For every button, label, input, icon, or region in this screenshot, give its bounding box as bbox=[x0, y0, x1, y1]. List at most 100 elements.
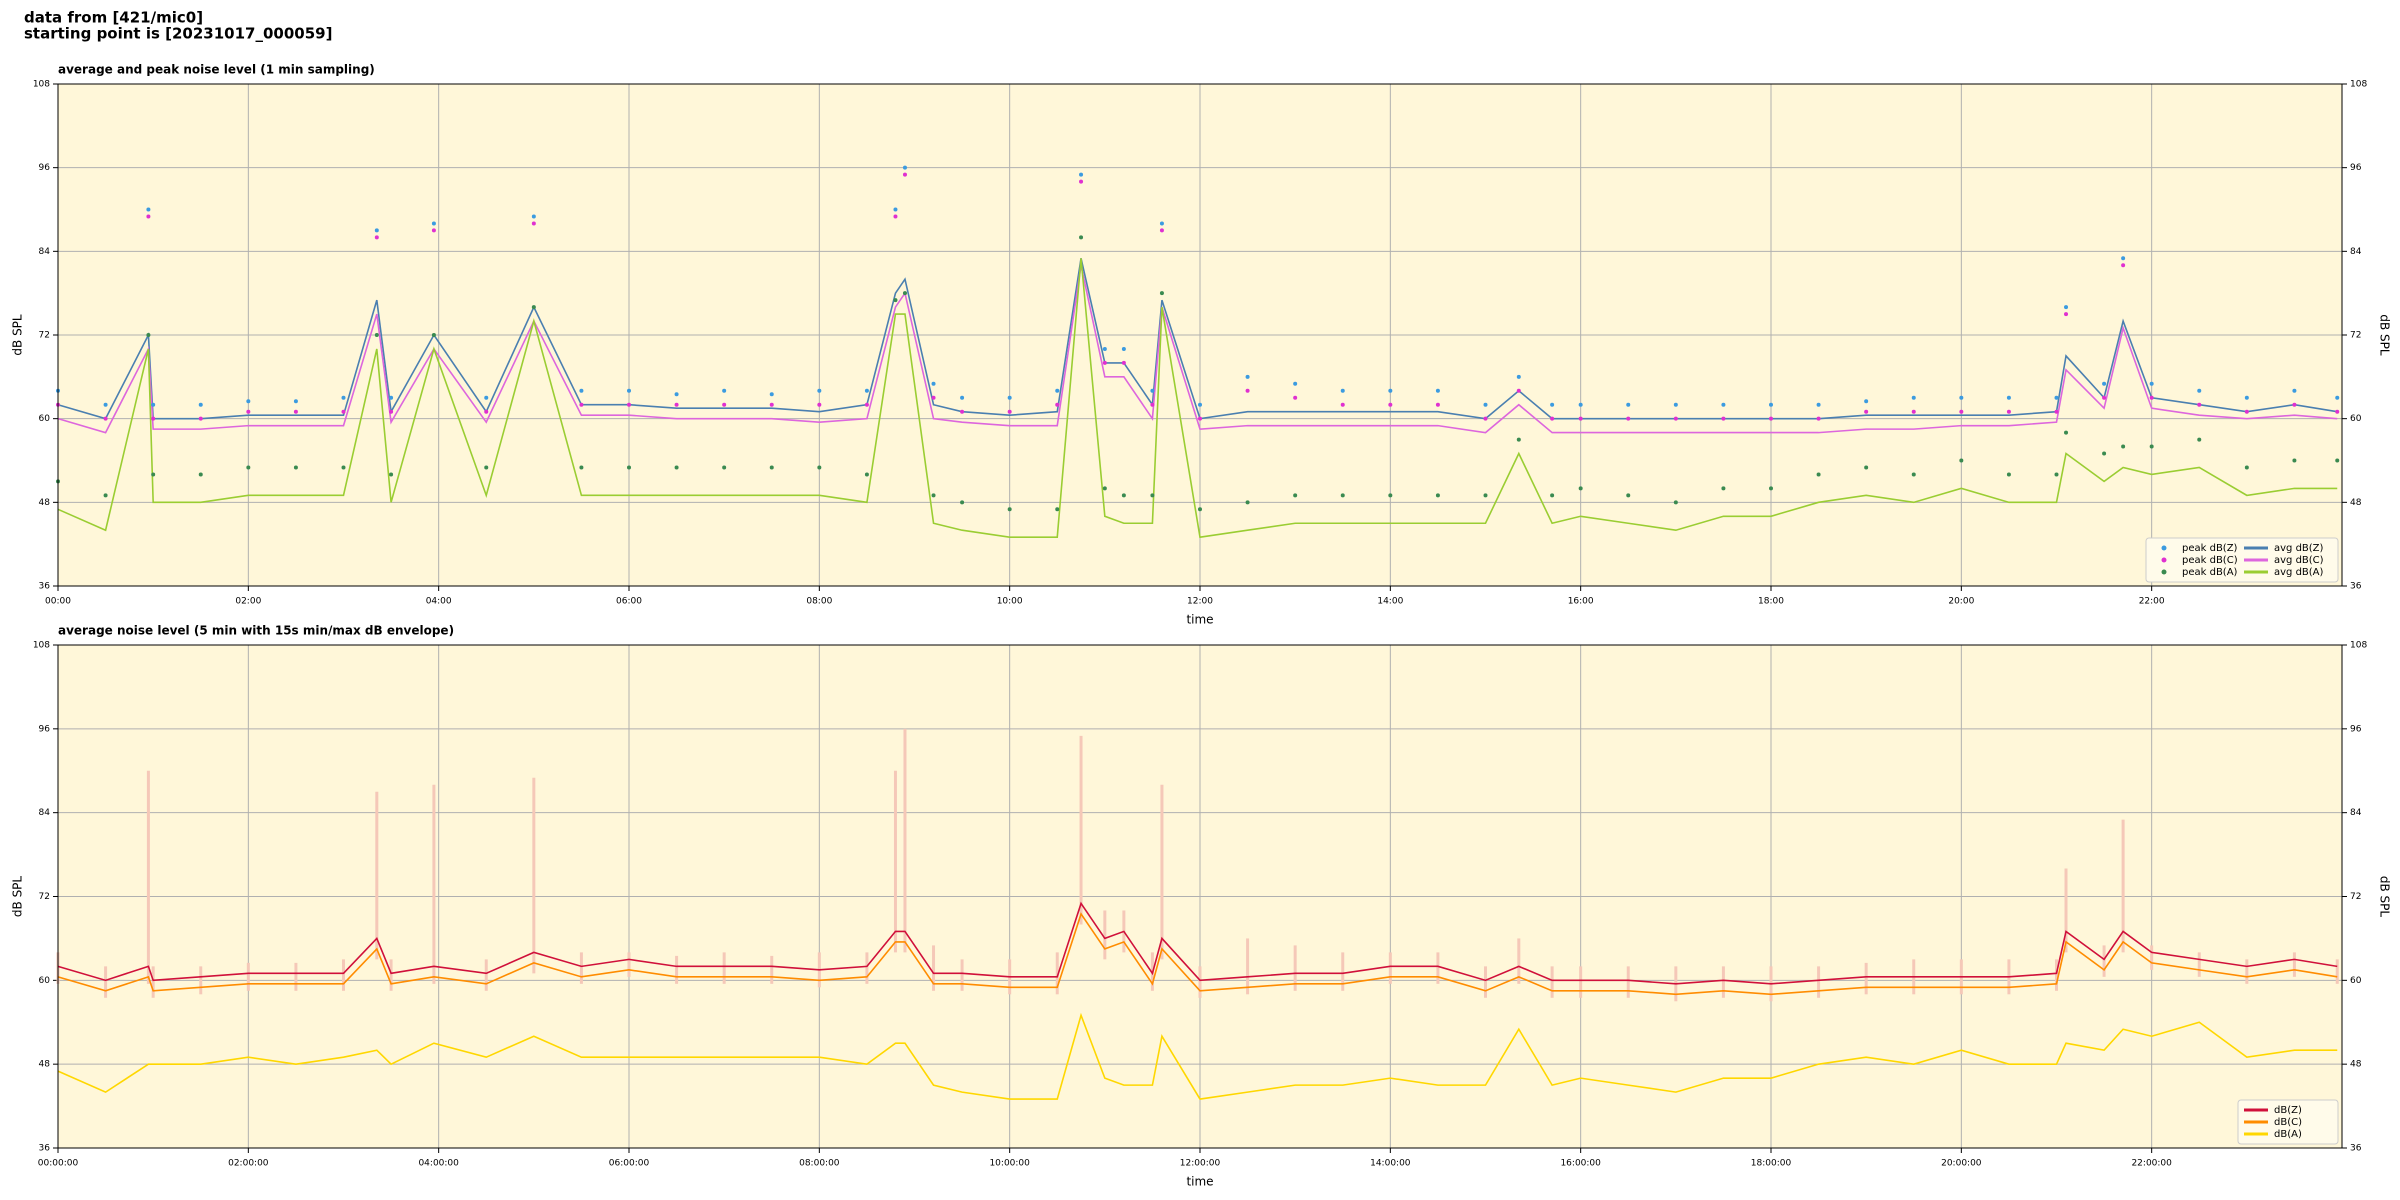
peak-point bbox=[431, 221, 436, 226]
peak-point bbox=[674, 402, 679, 407]
peak-point bbox=[2244, 465, 2249, 470]
peak-point bbox=[1293, 395, 1298, 400]
peak-point bbox=[389, 409, 394, 414]
y-tick-label: 72 bbox=[2350, 892, 2361, 902]
peak-point bbox=[2064, 430, 2069, 435]
legend-label: peak dB(C) bbox=[2182, 555, 2238, 566]
peak-point bbox=[931, 381, 936, 386]
peak-point bbox=[864, 388, 869, 393]
y-tick-label: 96 bbox=[39, 163, 51, 173]
x-tick-label: 02:00:00 bbox=[228, 1159, 269, 1169]
peak-point bbox=[1159, 221, 1164, 226]
peak-point bbox=[1340, 388, 1345, 393]
x-tick-label: 04:00:00 bbox=[418, 1159, 459, 1169]
peak-point bbox=[864, 402, 869, 407]
x-tick-label: 16:00:00 bbox=[1560, 1159, 1601, 1169]
y-tick-label: 96 bbox=[2350, 724, 2362, 734]
peak-point bbox=[769, 392, 774, 397]
peak-point bbox=[931, 395, 936, 400]
y-tick-label: 108 bbox=[33, 80, 50, 90]
peak-point bbox=[1079, 235, 1084, 240]
peak-point bbox=[2006, 395, 2011, 400]
peak-point bbox=[1911, 395, 1916, 400]
peak-point bbox=[1007, 395, 1012, 400]
x-tick-label: 14:00 bbox=[1377, 597, 1403, 607]
peak-point bbox=[960, 395, 965, 400]
peak-point bbox=[1293, 493, 1298, 498]
peak-point bbox=[151, 402, 156, 407]
y-tick-label: 96 bbox=[39, 724, 51, 734]
peak-point bbox=[769, 402, 774, 407]
peak-point bbox=[151, 472, 156, 477]
peak-point bbox=[1959, 409, 1964, 414]
x-tick-label: 20:00:00 bbox=[1941, 1159, 1982, 1169]
peak-point bbox=[1911, 409, 1916, 414]
peak-point bbox=[1055, 507, 1060, 512]
peak-point bbox=[1721, 486, 1726, 491]
peak-point bbox=[1007, 507, 1012, 512]
peak-point bbox=[579, 402, 584, 407]
peak-point bbox=[198, 402, 203, 407]
x-tick-label: 08:00 bbox=[806, 597, 832, 607]
peak-point bbox=[1159, 291, 1164, 296]
plot-title: average noise level (5 min with 15s min/… bbox=[58, 624, 454, 638]
x-tick-label: 12:00:00 bbox=[1180, 1159, 1221, 1169]
peak-point bbox=[1150, 388, 1155, 393]
y-tick-label: 48 bbox=[39, 1060, 51, 1070]
peak-point bbox=[1769, 416, 1773, 421]
y-tick-label: 96 bbox=[2350, 163, 2362, 173]
y-axis-label: dB SPL bbox=[2378, 876, 2392, 918]
peak-point bbox=[531, 214, 536, 219]
peak-point bbox=[431, 228, 436, 233]
peak-point bbox=[1769, 486, 1773, 491]
peak-point bbox=[374, 235, 379, 240]
y-tick-label: 72 bbox=[2350, 331, 2361, 341]
x-tick-label: 18:00 bbox=[1758, 597, 1784, 607]
peak-point bbox=[1911, 472, 1916, 477]
peak-point bbox=[146, 207, 151, 212]
peak-point bbox=[1007, 409, 1012, 414]
series-line bbox=[57, 258, 2338, 539]
peak-point bbox=[246, 465, 251, 470]
x-tick-label: 00:00 bbox=[45, 597, 71, 607]
peak-point bbox=[902, 165, 907, 170]
peak-point bbox=[341, 395, 346, 400]
peak-point bbox=[2121, 256, 2126, 261]
peak-point bbox=[1816, 402, 1821, 407]
peak-point bbox=[1388, 402, 1393, 407]
peak-point bbox=[2335, 395, 2340, 400]
peak-point bbox=[341, 409, 346, 414]
peak-point bbox=[1721, 416, 1726, 421]
peak-point bbox=[902, 291, 907, 296]
y-tick-label: 60 bbox=[2350, 414, 2362, 424]
peak-point bbox=[484, 409, 489, 414]
peak-point bbox=[893, 298, 898, 303]
peak-point bbox=[1769, 402, 1773, 407]
peak-point bbox=[246, 399, 251, 404]
plot-frame bbox=[57, 644, 2343, 1149]
header-line: starting point is [20231017_000059] bbox=[24, 25, 332, 43]
peak-point bbox=[2006, 409, 2011, 414]
legend-label: dB(A) bbox=[2274, 1129, 2302, 1140]
x-tick-label: 06:00:00 bbox=[609, 1159, 650, 1169]
peak-point bbox=[1816, 472, 1821, 477]
y-tick-label: 84 bbox=[2350, 247, 2362, 257]
series-line bbox=[57, 912, 2338, 996]
peak-point bbox=[1102, 346, 1107, 351]
peak-point bbox=[2121, 444, 2126, 449]
peak-point bbox=[531, 221, 536, 226]
peak-point bbox=[960, 500, 965, 505]
peak-point bbox=[1079, 172, 1084, 177]
peak-point bbox=[246, 409, 251, 414]
y-tick-label: 60 bbox=[39, 976, 51, 986]
peak-point bbox=[151, 416, 156, 421]
peak-point bbox=[103, 402, 108, 407]
legend-label: avg dB(A) bbox=[2274, 567, 2324, 578]
peak-point bbox=[579, 465, 584, 470]
x-axis-label: time bbox=[1186, 613, 1213, 627]
peak-point bbox=[1864, 399, 1869, 404]
peak-point bbox=[1435, 402, 1440, 407]
peak-point bbox=[1516, 374, 1521, 379]
peak-point bbox=[1293, 381, 1298, 386]
